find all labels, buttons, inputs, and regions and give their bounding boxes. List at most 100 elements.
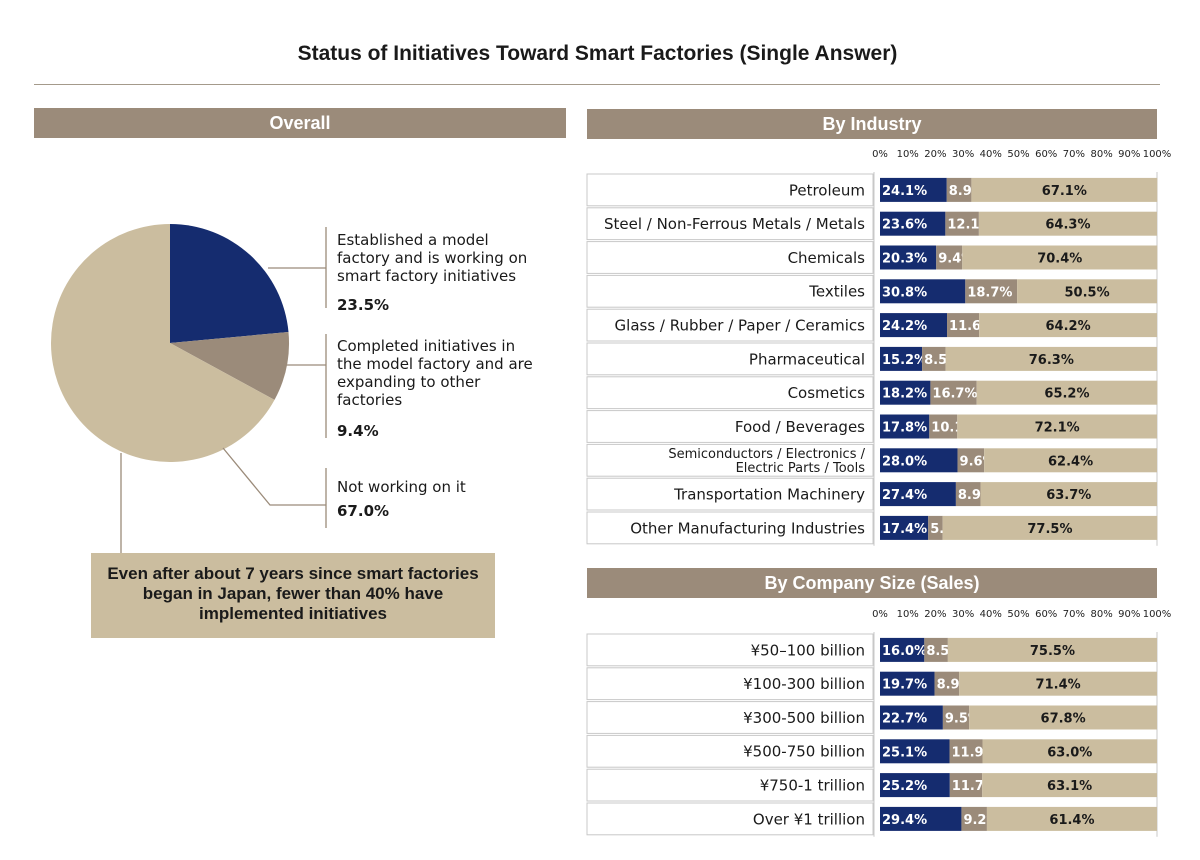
- industry-row-label: Glass / Rubber / Paper / Ceramics: [615, 317, 866, 335]
- industry-row-label: Petroleum: [789, 181, 865, 199]
- size-bar-segment: [959, 671, 1157, 696]
- industry-bar-value-label: 64.3%: [1045, 218, 1090, 233]
- industry-bar-value-label: 70.4%: [1037, 252, 1082, 267]
- industry-row-label-box: [586, 173, 874, 207]
- industry-bar-segment: [947, 313, 980, 338]
- industry-bar-segment: [945, 211, 979, 236]
- size-bar-value-label: 67.8%: [1041, 712, 1086, 727]
- size-row-label: ¥50–100 billion: [751, 641, 865, 659]
- size-axis-tick: 40%: [980, 609, 1002, 620]
- industry-bar-value-label: 30.8%: [882, 285, 927, 300]
- size-row-label-box: [586, 768, 874, 802]
- slice-3-value: 67.0%: [337, 502, 390, 520]
- size-bar-segment: [947, 637, 1157, 662]
- size-bar-value-label: 63.1%: [1047, 779, 1092, 794]
- industry-axis-tick: 100%: [1143, 149, 1172, 160]
- industry-row-label-box: [586, 443, 874, 477]
- slice-2-label-line: Completed initiatives in: [337, 337, 516, 355]
- slice-2-label-line: the model factory and are: [337, 355, 533, 373]
- industry-bar-segment: [880, 177, 947, 202]
- industry-bar-value-label: 65.2%: [1044, 387, 1089, 402]
- pie-slice-established: [170, 224, 289, 343]
- industry-bar-segment: [936, 245, 963, 270]
- callout-box: Even after about 7 years since smart fac…: [91, 553, 495, 638]
- size-bar-value-label: 63.0%: [1047, 745, 1092, 760]
- industry-axis-tick: 90%: [1118, 149, 1140, 160]
- industry-bar-value-label: 15.2%: [882, 353, 927, 368]
- size-header: By Company Size (Sales): [587, 568, 1157, 598]
- size-bar-chart: 0% 10% 20% 30% 40% 50% 60% 70% 80% 90% 100% ¥50–100…: [586, 609, 1171, 837]
- industry-axis-tick: 70%: [1063, 149, 1085, 160]
- industry-axis-tick: 10%: [897, 149, 919, 160]
- size-bar-value-label: 71.4%: [1036, 678, 1081, 693]
- industry-row-label-box: [586, 342, 874, 376]
- industry-axis-tick: 50%: [1007, 149, 1029, 160]
- industry-bar-segment: [942, 515, 1158, 540]
- slice-2-label: Completed initiatives in the model facto…: [337, 337, 533, 409]
- size-bar-value-label: 22.7%: [882, 712, 927, 727]
- industry-row-label-box: [586, 376, 874, 410]
- industry-row-label-box: [586, 410, 874, 443]
- size-row-label: ¥100-300 billion: [743, 675, 865, 693]
- size-bar-value-label: 25.1%: [882, 745, 927, 760]
- industry-bar-value-label: 76.3%: [1029, 353, 1074, 368]
- size-bar-value-label: 75.5%: [1030, 644, 1075, 659]
- industry-axis-tick: 40%: [980, 149, 1002, 160]
- pie-slice-expanding: [170, 331, 290, 400]
- industry-bar-value-label: 18.7%: [967, 285, 1012, 300]
- industry-bar-segment: [880, 245, 937, 270]
- industry-row-label: Semiconductors / Electronics /: [668, 447, 865, 462]
- size-row-label: ¥300-500 billion: [743, 709, 865, 727]
- industry-bar-segment: [922, 346, 946, 371]
- industry-bar-value-label: 24.2%: [882, 319, 927, 334]
- industry-bar-value-label: 62.4%: [1048, 454, 1093, 469]
- size-bar-segment: [924, 637, 948, 662]
- industry-bar-segment: [880, 448, 958, 473]
- industry-axis-tick: 0%: [872, 149, 888, 160]
- industry-axis-tick: 30%: [952, 149, 974, 160]
- slice-1-label-line: smart factory initiatives: [337, 267, 517, 285]
- size-bar-segment: [986, 806, 1157, 831]
- industry-bar-segment: [928, 515, 943, 540]
- industry-bar-segment: [976, 380, 1158, 405]
- slice-2-label-line: factories: [337, 391, 403, 409]
- industry-bar-segment: [978, 211, 1157, 236]
- industry-bar-segment: [880, 482, 956, 507]
- industry-bar-segment: [957, 448, 985, 473]
- industry-bar-chart: 0% 10% 20% 30% 40% 50% 60% 70% 80% 90% 100% Petrole…: [586, 149, 1172, 546]
- industry-bar-value-label: 23.6%: [882, 218, 927, 233]
- size-bar-value-label: 61.4%: [1049, 813, 1094, 828]
- industry-bar-value-label: 50.5%: [1065, 285, 1110, 300]
- slice-3-label-line: Not working on it: [337, 478, 466, 496]
- size-bar-value-label: 16.0%: [882, 644, 927, 659]
- industry-bar-segment: [929, 414, 958, 439]
- industry-row-label-box: [586, 274, 874, 308]
- industry-bar-value-label: 64.2%: [1046, 319, 1091, 334]
- size-axis-tick: 30%: [952, 609, 974, 620]
- industry-bar-segment: [984, 448, 1157, 473]
- industry-bar-value-label: 63.7%: [1046, 488, 1091, 503]
- size-row-label: Over ¥1 trillion: [753, 810, 865, 828]
- chart-title: Status of Initiatives Toward Smart Facto…: [297, 42, 898, 65]
- slice-2-label-line: expanding to other: [337, 373, 481, 391]
- industry-bar-segment: [971, 177, 1158, 202]
- industry-row-label: Food / Beverages: [735, 418, 865, 436]
- size-bar-segment: [880, 739, 950, 764]
- industry-bar-segment: [880, 346, 923, 371]
- industry-bar-value-label: 27.4%: [882, 488, 927, 503]
- industry-bar-segment: [880, 313, 948, 338]
- industry-bar-value-label: 17.4%: [882, 522, 927, 537]
- industry-bar-value-label: 67.1%: [1042, 184, 1087, 199]
- size-bar-segment: [880, 637, 925, 662]
- size-bar-segment: [934, 671, 960, 696]
- size-bar-segment: [982, 739, 1157, 764]
- industry-bar-segment: [880, 380, 931, 405]
- size-bar-value-label: 29.4%: [882, 813, 927, 828]
- overall-header: Overall: [34, 108, 566, 138]
- industry-bar-value-label: 72.1%: [1035, 421, 1080, 436]
- size-row-label-box: [586, 802, 874, 836]
- industry-axis-tick: 60%: [1035, 149, 1057, 160]
- industry-bar-value-label: 16.7%: [932, 387, 977, 402]
- industry-bar-value-label: 20.3%: [882, 252, 927, 267]
- size-axis-tick: 80%: [1090, 609, 1112, 620]
